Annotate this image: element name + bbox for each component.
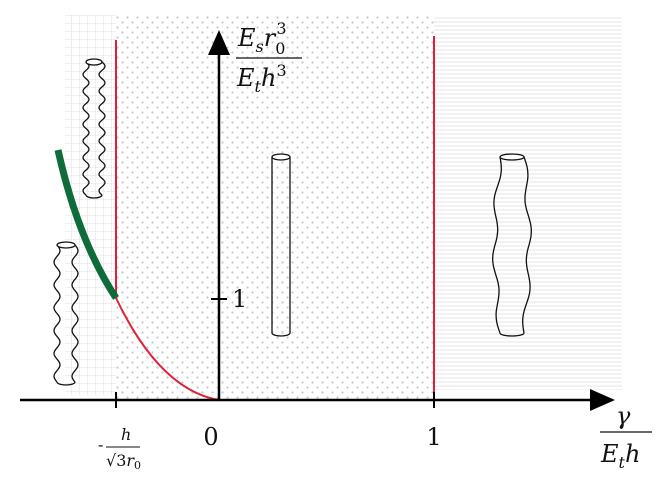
region-lines <box>434 15 622 390</box>
t: E <box>237 24 256 52</box>
x-label-denominator: Eth <box>600 440 640 472</box>
tube-part <box>271 332 291 337</box>
t: h <box>261 64 276 92</box>
x-special-denominator: √3r0 <box>106 451 141 472</box>
tube-part <box>522 156 532 334</box>
tube-part <box>499 153 525 161</box>
x-special-sign: - <box>98 435 103 454</box>
t: t <box>255 77 262 96</box>
y-label-numerator: Esr03 <box>237 19 287 58</box>
tube-part <box>98 61 106 196</box>
tube-part <box>56 381 76 386</box>
x-arrow <box>590 389 615 411</box>
tube-part <box>492 156 502 334</box>
x-tick-label: 1 <box>426 423 441 451</box>
t: 0 <box>134 459 141 472</box>
tube-part <box>85 58 103 66</box>
t: t <box>619 453 626 472</box>
tube-icons <box>53 58 532 386</box>
tube-part <box>271 153 291 161</box>
t: 3 <box>276 61 286 80</box>
y-tick-label: 1 <box>232 285 247 313</box>
red-curve <box>115 297 220 401</box>
green-curve <box>54 149 119 300</box>
tube-part <box>85 194 103 199</box>
t: 0 <box>275 39 285 58</box>
tube-part <box>499 332 525 337</box>
y-arrow <box>208 30 230 55</box>
x-tick-label: 0 <box>203 423 218 451</box>
tube-part <box>82 61 90 196</box>
x-special-numerator: h <box>121 425 131 444</box>
t: E <box>600 440 619 468</box>
t: 3 <box>276 19 286 38</box>
t: r <box>264 24 277 52</box>
t: r <box>126 451 135 470</box>
t: E <box>236 64 255 92</box>
t: h <box>625 440 640 468</box>
tube-part <box>56 241 76 249</box>
t: √3 <box>106 451 126 470</box>
y-label-denominator: Eth3 <box>236 61 287 96</box>
t: s <box>256 37 264 56</box>
tube-part <box>71 244 79 383</box>
x-label-numerator: γ <box>616 402 631 430</box>
tube-part <box>53 244 61 383</box>
